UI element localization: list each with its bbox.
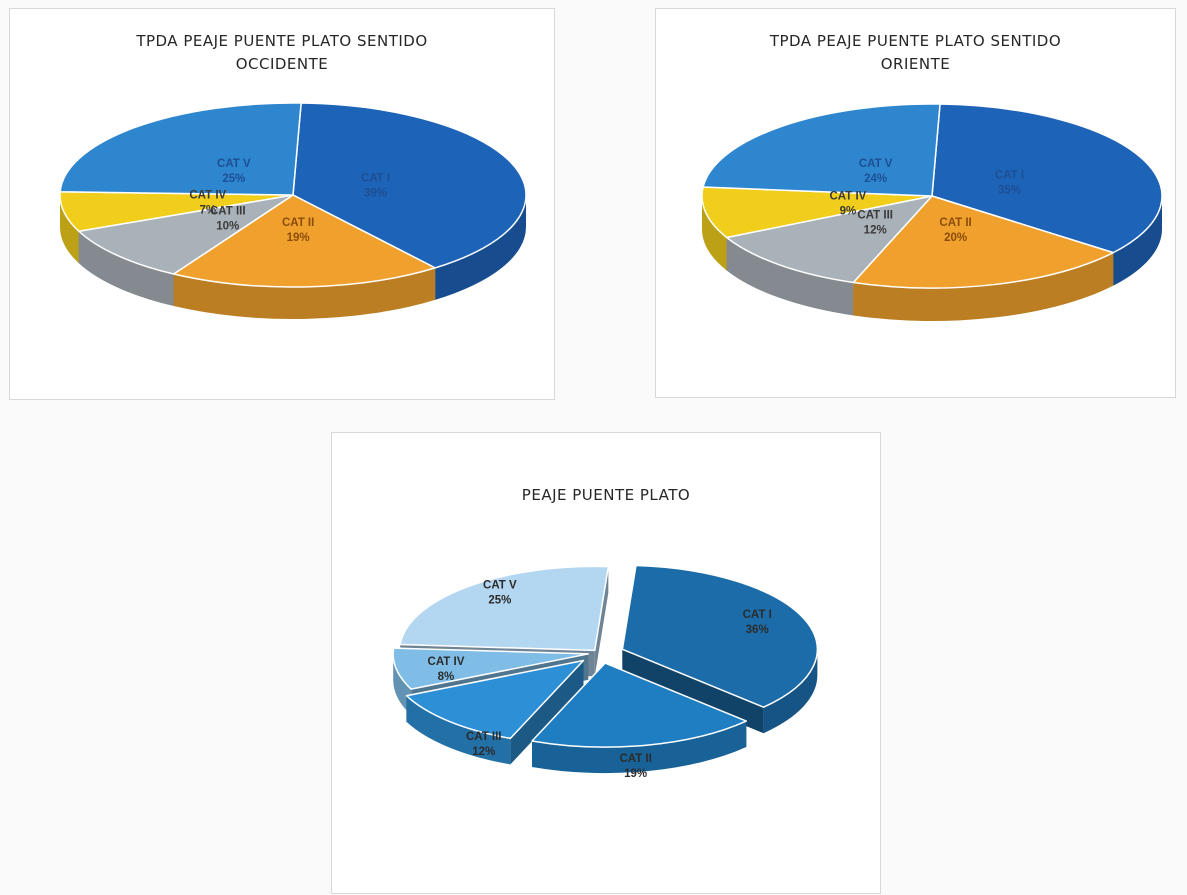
slice-percent-cat-iii: 10% bbox=[216, 221, 239, 233]
slice-percent-cat-iv: 8% bbox=[438, 671, 455, 683]
chart-title: TPDA PEAJE PUENTE PLATO SENTIDO OCCIDENT… bbox=[10, 30, 554, 76]
slice-percent-cat-v: 25% bbox=[488, 595, 511, 607]
slice-label-cat-ii: CAT II bbox=[619, 753, 651, 765]
slice-percent-cat-iii: 12% bbox=[472, 746, 495, 758]
pie-slice-wall-cat-i bbox=[622, 649, 764, 734]
pie-slice-side-cat-ii bbox=[532, 721, 747, 774]
pie-slice-cat-iv bbox=[392, 647, 589, 690]
chart-title-line-1: PEAJE PUENTE PLATO bbox=[521, 486, 691, 504]
slice-percent-cat-v: 24% bbox=[864, 173, 887, 185]
slice-label-cat-i: CAT I bbox=[743, 609, 772, 621]
chart-title: TPDA PEAJE PUENTE PLATO SENTIDO ORIENTE bbox=[656, 30, 1175, 76]
slice-label-cat-ii: CAT II bbox=[282, 217, 314, 229]
chart-panel-total: PEAJE PUENTE PLATO CAT I 36% CAT II 19% CAT … bbox=[331, 432, 881, 894]
pie-slice-cat-i bbox=[621, 564, 819, 708]
chart-title-line-2: ORIENTE bbox=[880, 55, 951, 73]
pie-slice-side-cat-i bbox=[763, 649, 818, 734]
pie-slice-cat-iii bbox=[725, 195, 933, 284]
pie-chart-total: CAT I 36% CAT II 19% CAT III 12% CAT IV 8% CAT V… bbox=[392, 564, 819, 780]
slice-label-cat-iv: CAT IV bbox=[189, 189, 226, 201]
slice-label-cat-i: CAT I bbox=[995, 170, 1024, 182]
slice-label-cat-i: CAT I bbox=[361, 173, 390, 185]
pie-slice-cat-v bbox=[702, 103, 941, 197]
pie-slice-cat-ii bbox=[852, 195, 1114, 289]
pie-slice-wall-cat-v bbox=[594, 566, 609, 677]
pie-slice-cat-iii bbox=[405, 659, 585, 740]
slice-percent-cat-iii: 12% bbox=[864, 225, 887, 237]
slice-percent-cat-i: 36% bbox=[746, 624, 769, 636]
pie-slice-cat-iii bbox=[78, 194, 294, 275]
pie-chart-oriente: CAT I 35% CAT II 20% CAT III 12% CAT IV 9% CAT V… bbox=[701, 103, 1163, 322]
pie-slice-cat-iv bbox=[59, 191, 294, 232]
pie-slice-cat-i bbox=[931, 103, 1163, 254]
pie-slice-cat-iv bbox=[701, 186, 933, 239]
slice-label-cat-v: CAT V bbox=[859, 158, 893, 170]
slice-percent-cat-ii: 20% bbox=[944, 232, 967, 244]
chart-title: PEAJE PUENTE PLATO bbox=[332, 484, 880, 507]
pie-slice-side-cat-iv bbox=[702, 196, 727, 271]
pie-slice-cat-ii bbox=[172, 194, 436, 288]
slice-percent-cat-iv: 7% bbox=[199, 204, 216, 216]
chart-panel-occidente: TPDA PEAJE PUENTE PLATO SENTIDO OCCIDENT… bbox=[9, 8, 555, 400]
chart-panel-oriente: TPDA PEAJE PUENTE PLATO SENTIDO ORIENTE … bbox=[655, 8, 1176, 398]
slice-percent-cat-ii: 19% bbox=[624, 768, 647, 780]
slice-percent-cat-v: 25% bbox=[222, 173, 245, 185]
chart-title-line-1: TPDA PEAJE PUENTE PLATO SENTIDO bbox=[769, 32, 1062, 50]
pie-slice-cat-i bbox=[292, 102, 527, 269]
slice-label-cat-v: CAT V bbox=[217, 158, 251, 170]
chart-title-line-2: OCCIDENTE bbox=[235, 55, 329, 73]
slice-label-cat-iv: CAT IV bbox=[428, 656, 465, 668]
slice-label-cat-iii: CAT III bbox=[466, 731, 502, 743]
slice-percent-cat-ii: 19% bbox=[287, 232, 310, 244]
pie-slice-cat-v bbox=[59, 102, 302, 196]
pie-slice-side-cat-iii bbox=[78, 231, 174, 307]
slice-label-cat-iii: CAT III bbox=[210, 206, 246, 218]
slice-percent-cat-i: 39% bbox=[364, 188, 387, 200]
chart-title-line-1: TPDA PEAJE PUENTE PLATO SENTIDO bbox=[136, 32, 428, 50]
slice-percent-cat-i: 35% bbox=[998, 185, 1021, 197]
pie-slice-side-cat-ii bbox=[173, 267, 436, 320]
pie-slice-side-cat-i bbox=[435, 195, 526, 300]
slice-label-cat-ii: CAT II bbox=[939, 217, 971, 229]
pie-slice-cat-ii bbox=[531, 662, 748, 748]
pie-slice-side-cat-ii bbox=[853, 252, 1114, 322]
pie-slice-side-cat-i bbox=[1113, 196, 1162, 286]
pie-slice-cat-v bbox=[399, 565, 610, 652]
pie-chart-occidente: CAT I 39% CAT II 19% CAT III 10% CAT IV 7% CAT V… bbox=[59, 102, 527, 320]
slice-label-cat-iv: CAT IV bbox=[829, 190, 866, 202]
slice-percent-cat-iv: 9% bbox=[840, 205, 857, 217]
pie-slice-side-cat-iv bbox=[60, 195, 79, 264]
pie-slice-side-cat-iii bbox=[406, 695, 511, 765]
slice-label-cat-v: CAT V bbox=[483, 580, 517, 592]
slice-label-cat-iii: CAT III bbox=[857, 210, 893, 222]
